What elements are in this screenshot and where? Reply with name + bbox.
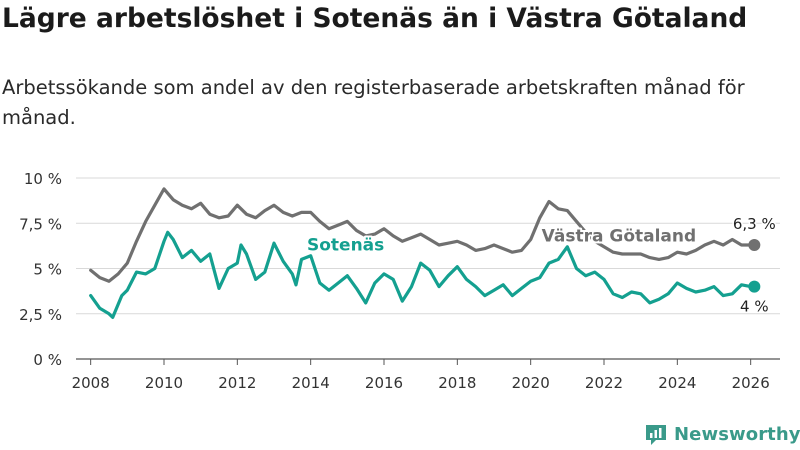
y-tick-label: 2,5 % bbox=[19, 306, 62, 324]
series-name-label: Sotenäs bbox=[307, 235, 384, 255]
y-tick-label: 7,5 % bbox=[19, 215, 62, 233]
x-tick-label: 2016 bbox=[365, 374, 403, 392]
y-tick-label: 10 % bbox=[24, 170, 62, 188]
end-value-label: 6,3 % bbox=[733, 215, 776, 233]
chart-title: Lägre arbetslöshet i Sotenäs än i Västra… bbox=[2, 3, 748, 34]
x-tick-label: 2024 bbox=[658, 374, 696, 392]
end-value-label: 4 % bbox=[740, 298, 769, 316]
x-tick-label: 2012 bbox=[218, 374, 256, 392]
newsworthy-logo: Newsworthy bbox=[644, 420, 800, 448]
end-point-marker bbox=[748, 238, 761, 251]
newsworthy-logo-icon bbox=[646, 425, 666, 445]
y-tick-label: 5 % bbox=[33, 261, 62, 279]
x-tick-label: 2022 bbox=[585, 374, 623, 392]
series-name-label: Västra Götaland bbox=[542, 226, 697, 246]
series-line-v-stra-g-taland bbox=[89, 187, 756, 283]
y-tick-label: 0 % bbox=[33, 351, 62, 369]
brand-name: Newsworthy bbox=[674, 423, 800, 445]
x-tick-label: 2026 bbox=[732, 374, 770, 392]
series-line-soten-s bbox=[89, 230, 756, 319]
chart-subtitle: Arbetssökande som andel av den registerb… bbox=[2, 76, 745, 129]
end-point-marker bbox=[748, 280, 761, 293]
x-tick-label: 2010 bbox=[145, 374, 183, 392]
x-tick-label: 2020 bbox=[512, 374, 550, 392]
x-tick-label: 2014 bbox=[292, 374, 330, 392]
x-tick-label: 2008 bbox=[72, 374, 110, 392]
x-tick-label: 2018 bbox=[438, 374, 476, 392]
